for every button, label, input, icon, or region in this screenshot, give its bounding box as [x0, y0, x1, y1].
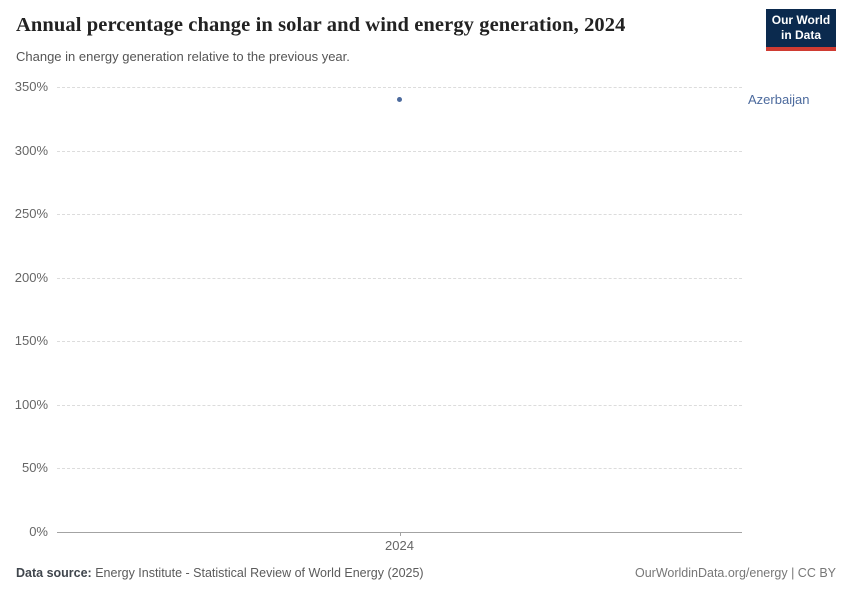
- owid-logo[interactable]: Our World in Data: [766, 9, 836, 51]
- y-tick-label: 100%: [14, 396, 48, 412]
- owid-logo-line1: Our World: [771, 13, 831, 27]
- gridline: [57, 150, 742, 152]
- chart-footer: Data source: Energy Institute - Statisti…: [16, 566, 836, 580]
- x-tick-label: 2024: [385, 538, 414, 553]
- y-tick-label: 150%: [14, 333, 48, 349]
- data-source-text: Energy Institute - Statistical Review of…: [91, 566, 424, 580]
- y-tick-label: 350%: [14, 79, 48, 94]
- x-tick-mark: [399, 532, 401, 536]
- gridline: [57, 214, 742, 216]
- data-source: Data source: Energy Institute - Statisti…: [16, 566, 424, 580]
- data-source-label: Data source:: [16, 566, 92, 580]
- owid-logo-line2: in Data: [780, 28, 821, 42]
- gridline: [57, 468, 742, 470]
- page-subtitle: Change in energy generation relative to …: [16, 49, 350, 64]
- y-tick-label: 200%: [14, 269, 48, 285]
- y-tick-label: 250%: [14, 206, 48, 222]
- gridline: [57, 87, 742, 88]
- entity-label-azerbaijan[interactable]: Azerbaijan: [748, 91, 810, 107]
- data-point-azerbaijan[interactable]: [397, 97, 402, 103]
- gridline: [57, 341, 742, 343]
- y-tick-label: 300%: [14, 142, 48, 158]
- y-tick-label: 50%: [21, 460, 48, 476]
- credit-link[interactable]: OurWorldinData.org/energy | CC BY: [634, 566, 836, 580]
- page-title: Annual percentage change in solar and wi…: [16, 14, 626, 36]
- gridline: [57, 404, 742, 406]
- y-tick-label: 0%: [29, 524, 48, 539]
- gridline: [57, 277, 742, 279]
